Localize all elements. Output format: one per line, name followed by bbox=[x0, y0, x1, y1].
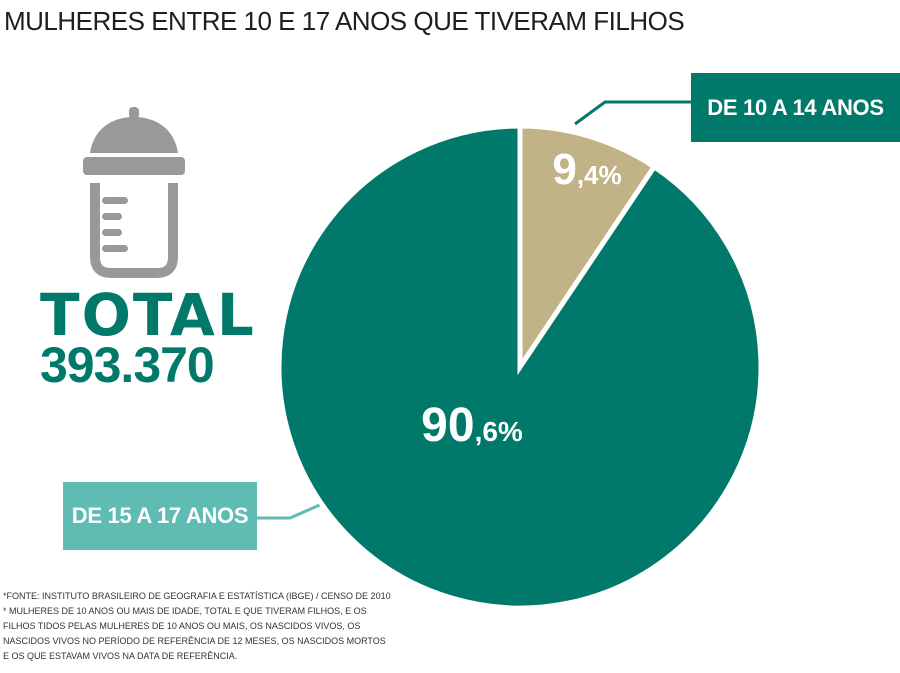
total-label: TOTAL bbox=[40, 281, 256, 349]
callout-line-old bbox=[257, 502, 323, 520]
baby-bottle-icon bbox=[83, 107, 185, 278]
data-label-old: 90,6% bbox=[421, 399, 523, 452]
legend-young-label: DE 10 A 14 ANOS bbox=[707, 94, 884, 120]
data-label-young: 9,4% bbox=[552, 145, 621, 194]
legend-young: DE 10 A 14 ANOS bbox=[691, 73, 900, 142]
data-label-young-dec: ,4% bbox=[577, 160, 622, 190]
footnote-line: NASCIDOS VIVOS NO PERÍODO DE REFERÊNCIA … bbox=[3, 636, 386, 646]
footnote: *FONTE: INSTITUTO BRASILEIRO DE GEOGRAFI… bbox=[3, 589, 391, 664]
pie-slice-old bbox=[276, 123, 764, 611]
legend-old-label: DE 15 A 17 ANOS bbox=[71, 503, 249, 528]
callout-line-young bbox=[574, 100, 691, 126]
data-label-young-int: 9 bbox=[552, 145, 576, 194]
footnote-line: * MULHERES DE 10 ANOS OU MAIS DE IDADE, … bbox=[3, 606, 367, 616]
data-label-old-int: 90 bbox=[421, 399, 474, 452]
legend-old: DE 15 A 17 ANOS bbox=[63, 482, 257, 550]
total-value: 393.370 bbox=[40, 337, 215, 393]
footnote-line: E OS QUE ESTAVAM VIVOS NA DATA DE REFERÊ… bbox=[3, 651, 238, 661]
chart-title: MULHERES ENTRE 10 E 17 ANOS QUE TIVERAM … bbox=[4, 6, 685, 36]
footnote-line: FILHOS TIDOS PELAS MULHERES DE 10 ANOS O… bbox=[3, 621, 361, 631]
footnote-line: *FONTE: INSTITUTO BRASILEIRO DE GEOGRAFI… bbox=[3, 591, 391, 601]
pie-slice-young bbox=[517, 123, 658, 376]
data-label-old-dec: ,6% bbox=[475, 416, 523, 447]
